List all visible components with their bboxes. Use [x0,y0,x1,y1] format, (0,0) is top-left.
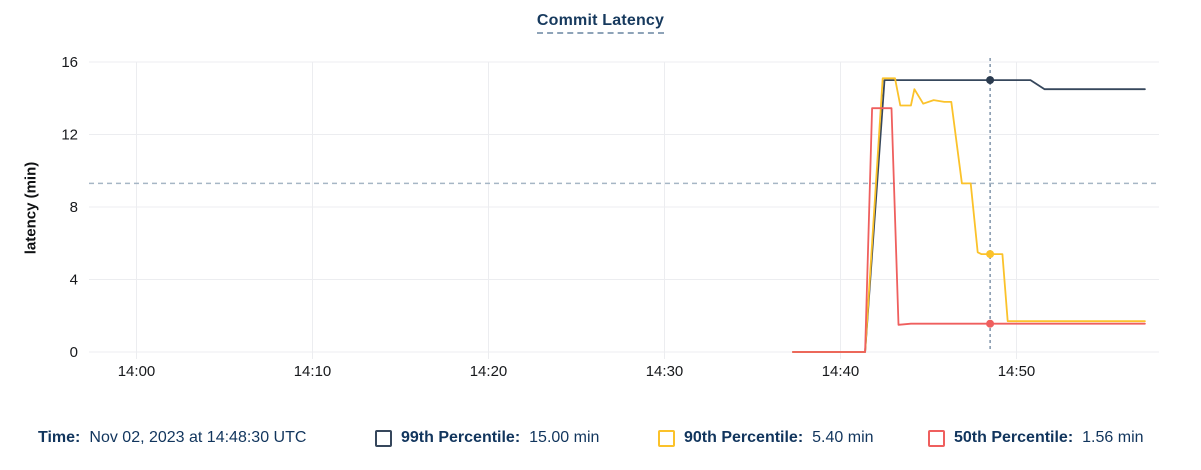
x-tick-label: 14:10 [294,363,332,380]
cursor-dot-99th-percentile [986,76,995,85]
legend-label: 99th Percentile: [401,429,521,446]
x-tick-label: 14:00 [118,363,156,380]
cursor-dot-50th-percentile [986,319,995,328]
y-tick-label: 0 [70,344,78,361]
chart-title-row: Commit Latency [0,12,1201,34]
x-tick-label: 14:30 [646,363,684,380]
legend: Time: Nov 02, 2023 at 14:48:30 UTC 99th … [0,423,1201,453]
cursor-dot-90th-percentile [986,250,995,259]
y-tick-label: 12 [61,127,78,144]
legend-time: Time: Nov 02, 2023 at 14:48:30 UTC [38,423,306,453]
legend-value: 15.00 min [529,429,600,446]
series-line-99th-percentile [792,79,1146,353]
legend-time-value: Nov 02, 2023 at 14:48:30 UTC [89,429,307,446]
series-line-90th-percentile [792,77,1146,353]
chart-title[interactable]: Commit Latency [536,12,665,34]
legend-label: 50th Percentile: [954,429,1074,446]
legend-swatch-99th-percentile[interactable] [375,429,392,447]
legend-time-label: Time: [38,429,81,446]
legend-item-99th-percentile[interactable]: 99th Percentile: 15.00 min [375,423,599,453]
y-tick-label: 4 [70,272,78,289]
x-tick-label: 14:20 [470,363,508,380]
x-tick-label: 14:40 [822,363,860,380]
legend-value: 5.40 min [812,429,874,446]
legend-value: 1.56 min [1082,429,1144,446]
legend-label: 90th Percentile: [684,429,804,446]
latency-chart[interactable]: 0 4 8 12 16 14:00 14:10 14:20 14:30 14:40 14:50 [0,0,1201,415]
legend-swatch-90th-percentile[interactable] [658,429,675,447]
series-line-50th-percentile [792,107,1146,353]
y-tick-label: 8 [70,199,78,216]
legend-swatch-50th-percentile[interactable] [928,429,945,447]
y-tick-label: 16 [61,54,78,71]
legend-item-50th-percentile[interactable]: 50th Percentile: 1.56 min [928,423,1144,453]
x-tick-label: 14:50 [998,363,1036,380]
legend-item-90th-percentile[interactable]: 90th Percentile: 5.40 min [658,423,874,453]
